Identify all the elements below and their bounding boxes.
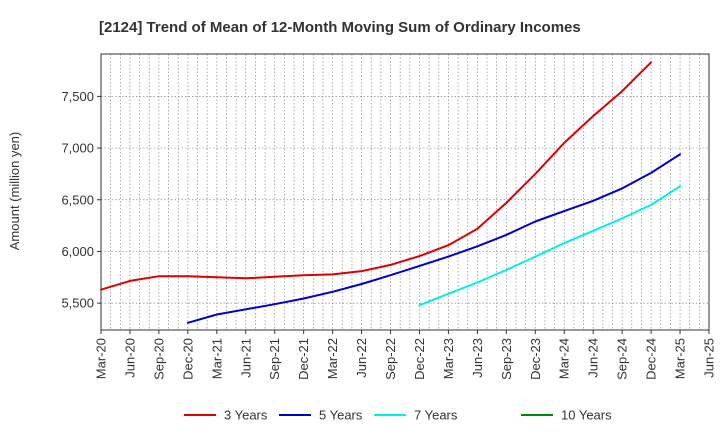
legend-item-3-years: 3 Years: [184, 408, 268, 423]
legend-item-10-years: 10 Years: [521, 408, 612, 423]
x-tick-label: Sep-21: [267, 338, 282, 380]
legend-item-5-years: 5 Years: [279, 408, 363, 423]
x-tick-label: Sep-22: [383, 338, 398, 380]
x-tick-label: Jun-20: [122, 338, 137, 378]
chart-title: [2124] Trend of Mean of 12-Month Moving …: [99, 19, 581, 36]
y-tick-label: 6,500: [61, 192, 94, 207]
x-tick-label: Jun-25: [702, 338, 717, 378]
x-tick-label: Dec-23: [528, 338, 543, 380]
plot-area: [100, 53, 710, 331]
legend-label: 10 Years: [561, 408, 612, 423]
x-tick-label: Dec-22: [412, 338, 427, 380]
x-tick-label: Jun-21: [238, 338, 253, 378]
y-tick-label: 6,000: [61, 244, 94, 259]
x-tick-label: Sep-20: [151, 338, 166, 380]
grid: [101, 54, 709, 330]
series-line-7-years: [418, 185, 681, 307]
x-tick-label: Mar-23: [441, 338, 456, 379]
legend-item-7-years: 7 Years: [374, 408, 458, 423]
x-tick-label: Jun-24: [586, 338, 601, 378]
x-tick-label: Jun-22: [354, 338, 369, 378]
x-tick-label: Dec-20: [180, 338, 195, 380]
x-tick-label: Mar-22: [325, 338, 340, 379]
legend-label: 3 Years: [224, 408, 268, 423]
legend-label: 7 Years: [414, 408, 458, 423]
x-tick-label: Dec-21: [296, 338, 311, 380]
x-tick-label: Mar-21: [209, 338, 224, 379]
x-axis: Mar-20 Jun-20 Sep-20 Dec-20 Mar-21 Jun-21 Sep-…: [94, 330, 717, 380]
y-axis: 5,500 6,000 6,500 7,000 7,500: [61, 89, 101, 311]
series-lines: [100, 61, 681, 324]
series-line-5-years: [186, 153, 681, 324]
y-axis-label: Amount (million yen): [7, 132, 22, 251]
y-tick-label: 7,500: [61, 89, 94, 104]
x-tick-label: Mar-25: [673, 338, 688, 379]
x-tick-label: Sep-24: [615, 338, 630, 380]
x-tick-label: Mar-20: [94, 338, 109, 379]
y-tick-label: 5,500: [61, 296, 94, 311]
legend-label: 5 Years: [319, 408, 363, 423]
x-tick-label: Jun-23: [470, 338, 485, 378]
legend: 3 Years 5 Years 7 Years 10 Years: [184, 408, 612, 423]
x-tick-label: Mar-24: [557, 338, 572, 379]
x-tick-label: Dec-24: [644, 338, 659, 380]
y-tick-label: 7,000: [61, 141, 94, 156]
series-line-3-years: [100, 61, 653, 291]
x-tick-label: Sep-23: [499, 338, 514, 380]
